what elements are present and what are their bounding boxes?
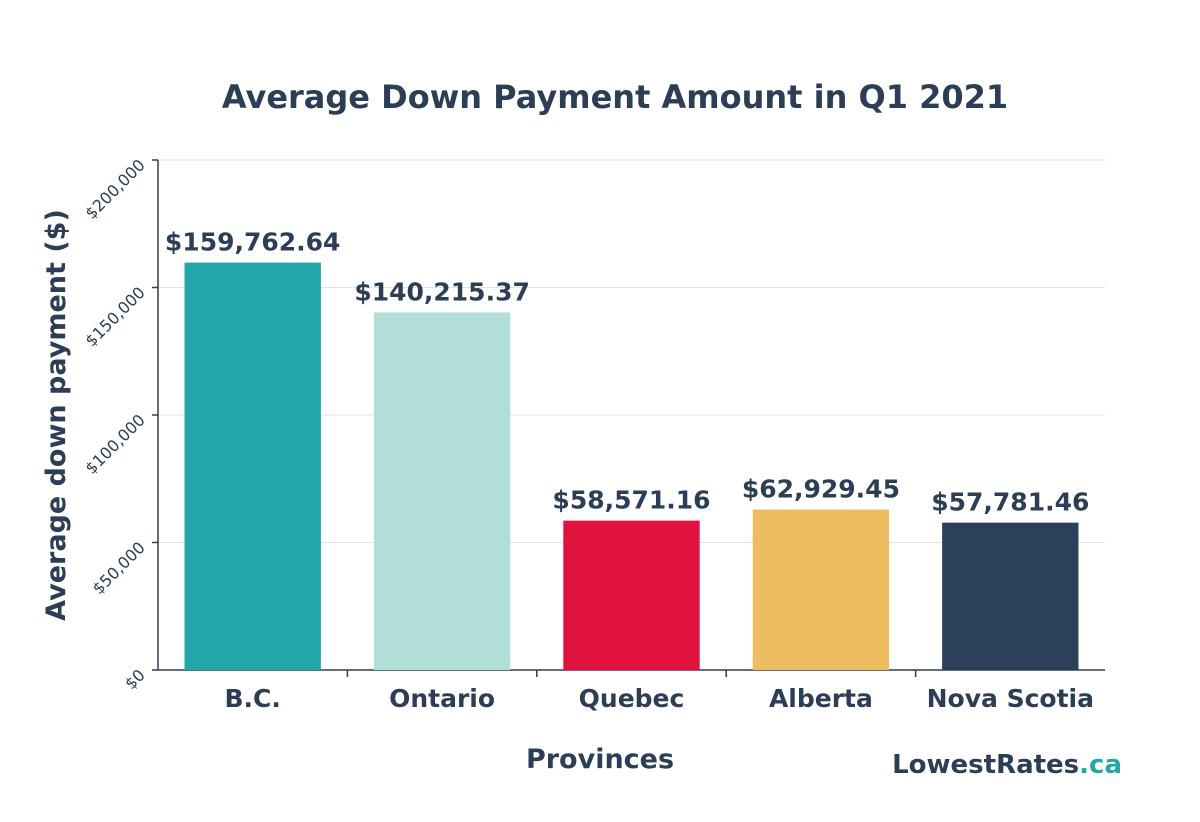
data-label: $57,781.46 — [931, 488, 1089, 517]
bar — [184, 262, 321, 670]
bars — [184, 262, 1079, 670]
data-label: $140,215.37 — [354, 277, 530, 306]
y-axis-label: Average down payment ($) — [41, 209, 72, 621]
x-tick-label: Nova Scotia — [927, 684, 1094, 713]
y-tick-label: $0 — [121, 665, 149, 693]
data-label: $58,571.16 — [552, 486, 710, 515]
bar — [373, 312, 511, 670]
bar — [942, 522, 1079, 670]
x-tick-label: B.C. — [224, 684, 280, 713]
x-tick-label: Quebec — [579, 684, 685, 713]
bar — [563, 520, 700, 670]
x-tick-label: Ontario — [389, 684, 495, 713]
x-tick-label: Alberta — [769, 684, 873, 713]
chart-title: Average Down Payment Amount in Q1 2021 — [222, 78, 1008, 116]
x-axis-label: Provinces — [526, 744, 674, 775]
y-tick-label: $100,000 — [81, 410, 148, 477]
logo-main: LowestRates — [892, 750, 1079, 780]
logo-suffix: .ca — [1079, 750, 1122, 780]
y-tick-label: $200,000 — [81, 155, 148, 222]
y-tick-label: $50,000 — [89, 538, 149, 598]
data-label: $62,929.45 — [742, 475, 900, 504]
lowestrates-logo: LowestRates.ca — [892, 750, 1122, 780]
bar — [752, 509, 890, 670]
data-labels: $159,762.64 $140,215.37 $58,571.16 $62,929.… — [165, 228, 1089, 517]
y-tick-label: $150,000 — [81, 283, 148, 350]
data-label: $159,762.64 — [165, 228, 341, 257]
